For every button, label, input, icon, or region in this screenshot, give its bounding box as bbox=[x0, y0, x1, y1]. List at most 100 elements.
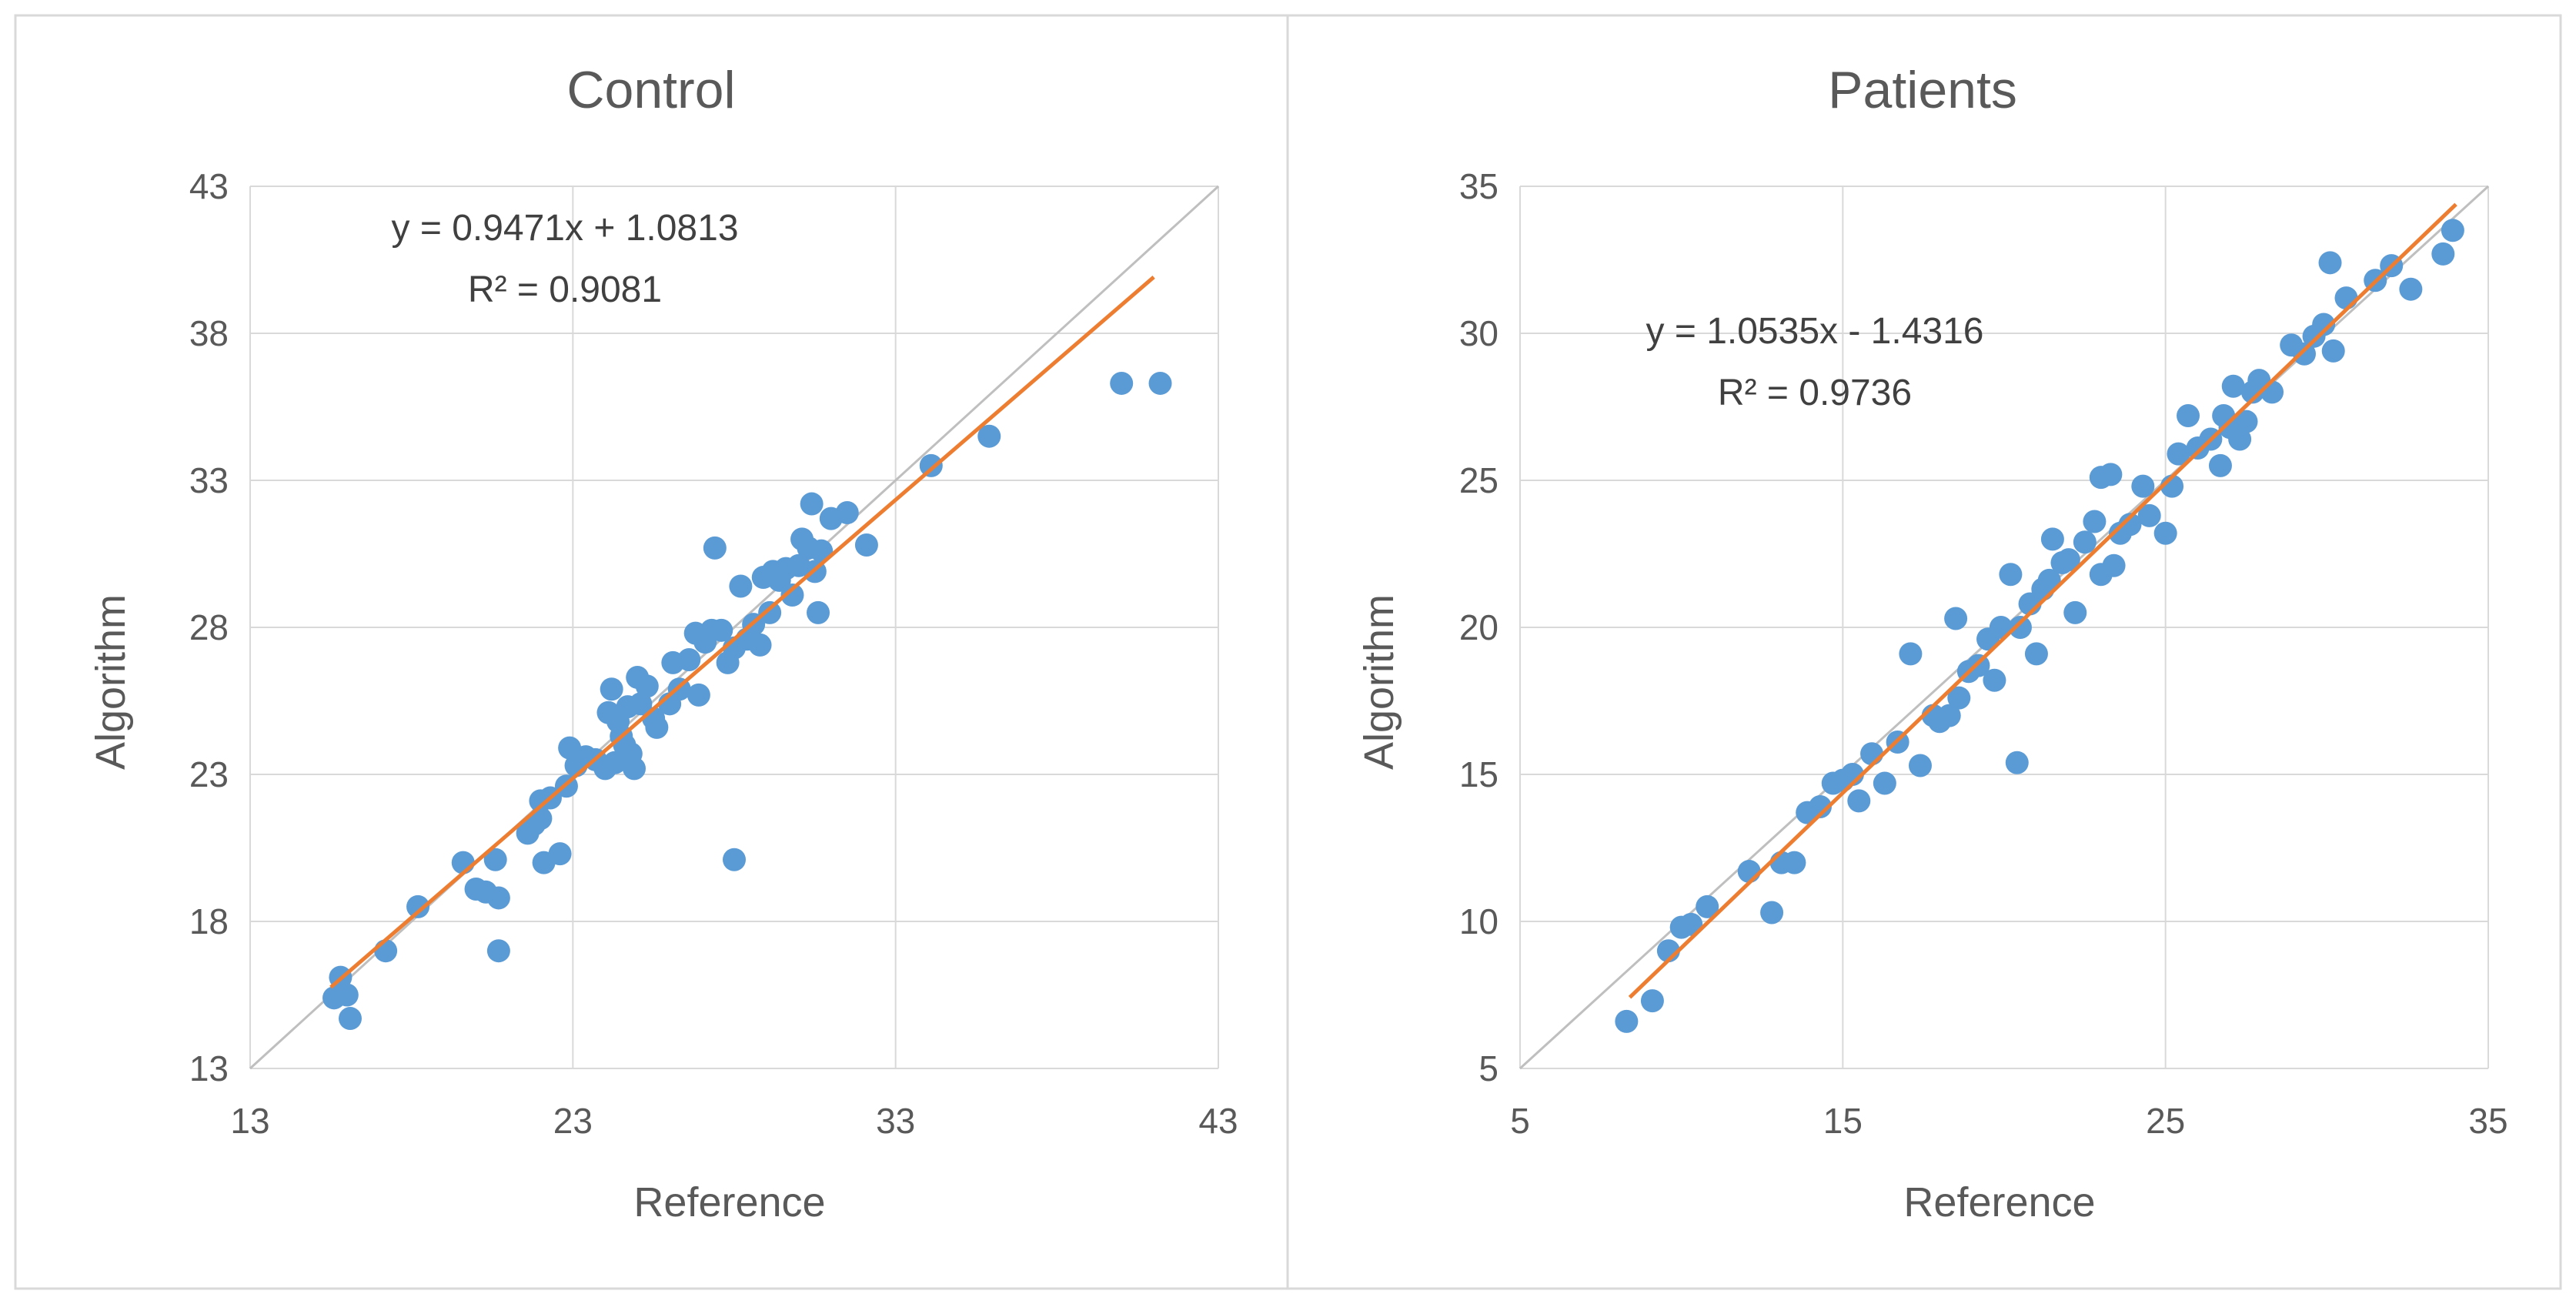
data-point bbox=[483, 848, 507, 871]
y-tick-label: 20 bbox=[1459, 607, 1498, 647]
r-squared-label: R² = 0.9081 bbox=[468, 269, 662, 310]
y-tick-label: 15 bbox=[1459, 754, 1498, 794]
y-tick-label: 18 bbox=[189, 901, 229, 941]
data-point bbox=[2318, 251, 2342, 275]
plot-area: 5 10 15 20 25 30 35 5 15 25 35 bbox=[1459, 166, 2508, 1141]
data-point bbox=[374, 939, 398, 963]
data-point bbox=[1860, 742, 1884, 766]
r-squared-label: R² = 0.9736 bbox=[1718, 373, 1912, 413]
data-point bbox=[2131, 474, 2155, 498]
data-point bbox=[800, 492, 824, 516]
data-point bbox=[1679, 912, 1703, 936]
y-tick-label: 23 bbox=[189, 754, 229, 794]
data-point bbox=[1615, 1009, 1639, 1033]
y-tick-label: 35 bbox=[1459, 166, 1498, 206]
data-point bbox=[548, 842, 572, 866]
data-point bbox=[1983, 668, 2006, 692]
data-point bbox=[2063, 600, 2087, 624]
data-point bbox=[687, 683, 710, 707]
data-point bbox=[835, 501, 859, 525]
data-point bbox=[2083, 510, 2107, 533]
y-axis-title: Algorithm bbox=[88, 594, 134, 770]
data-point bbox=[338, 1007, 362, 1031]
trendline bbox=[1628, 202, 2457, 999]
data-point bbox=[854, 533, 878, 557]
data-point bbox=[710, 618, 733, 642]
data-point bbox=[335, 983, 359, 1007]
data-point bbox=[2321, 339, 2345, 363]
data-point bbox=[1760, 901, 1784, 925]
y-tick-label: 28 bbox=[189, 607, 229, 647]
data-point bbox=[486, 939, 510, 963]
data-point bbox=[1737, 860, 1761, 884]
data-point bbox=[977, 424, 1001, 448]
data-point bbox=[2292, 342, 2316, 366]
data-point bbox=[2260, 380, 2284, 404]
data-point bbox=[2431, 242, 2455, 266]
data-point bbox=[677, 648, 701, 672]
data-point bbox=[2153, 521, 2177, 545]
data-point bbox=[1847, 789, 1871, 813]
data-point bbox=[807, 600, 830, 624]
data-point bbox=[2005, 751, 2029, 774]
y-tick-label: 25 bbox=[1459, 460, 1498, 500]
data-point bbox=[2102, 553, 2126, 577]
regression-equation: y = 1.0535x - 1.4316 bbox=[1646, 311, 1984, 352]
data-point bbox=[919, 453, 943, 477]
data-point bbox=[2137, 503, 2161, 527]
plot-area: 13 18 23 28 33 38 43 13 23 33 43 bbox=[189, 166, 1238, 1141]
x-tick-label: 43 bbox=[1198, 1101, 1238, 1141]
data-point bbox=[2056, 548, 2080, 572]
data-point bbox=[1148, 371, 1172, 395]
y-tick-label: 13 bbox=[189, 1048, 229, 1088]
data-point bbox=[2008, 616, 2032, 639]
data-point bbox=[780, 583, 804, 607]
data-point bbox=[1808, 795, 1832, 819]
data-point bbox=[2399, 277, 2423, 301]
y-axis-title: Algorithm bbox=[1356, 594, 1402, 770]
x-tick-label: 23 bbox=[553, 1101, 593, 1141]
data-point bbox=[2221, 374, 2245, 398]
data-point bbox=[758, 600, 782, 624]
y-tick-label: 10 bbox=[1459, 901, 1498, 941]
data-point bbox=[2334, 286, 2358, 310]
data-point bbox=[2099, 463, 2123, 486]
data-point bbox=[2177, 403, 2200, 427]
y-tick-label: 43 bbox=[189, 166, 229, 206]
data-point bbox=[2024, 642, 2048, 666]
data-point bbox=[1640, 989, 1664, 1013]
regression-equation: y = 0.9471x + 1.0813 bbox=[391, 208, 738, 249]
x-tick-label: 15 bbox=[1823, 1101, 1863, 1141]
x-axis-title: Reference bbox=[1903, 1179, 2095, 1225]
data-point bbox=[703, 536, 727, 560]
control-chart: 13 18 23 28 33 38 43 13 23 33 43 Control Reference… bbox=[88, 61, 1238, 1225]
x-tick-label: 25 bbox=[2146, 1101, 2185, 1141]
data-point bbox=[1696, 894, 1719, 918]
data-point bbox=[2441, 219, 2464, 242]
trendline bbox=[329, 276, 1155, 989]
data-point bbox=[2228, 427, 2252, 451]
chart-title: Control bbox=[566, 61, 735, 119]
data-point bbox=[2037, 568, 2061, 592]
data-point bbox=[1899, 642, 1923, 666]
chart-title: Patients bbox=[1828, 61, 2017, 119]
data-point bbox=[1947, 686, 1971, 710]
data-point bbox=[2073, 530, 2097, 554]
data-point bbox=[2234, 410, 2258, 433]
data-point bbox=[1873, 771, 1896, 795]
data-point bbox=[1908, 754, 1932, 777]
x-tick-label: 35 bbox=[2468, 1101, 2508, 1141]
x-axis-title: Reference bbox=[633, 1179, 825, 1225]
data-point bbox=[1999, 563, 2023, 587]
data-point bbox=[2312, 313, 2336, 336]
data-point bbox=[2118, 513, 2142, 537]
x-tick-label: 5 bbox=[1510, 1101, 1530, 1141]
data-point bbox=[2167, 442, 2190, 466]
x-tick-label: 13 bbox=[230, 1101, 269, 1141]
data-point bbox=[406, 894, 430, 918]
data-point bbox=[623, 757, 647, 781]
data-point bbox=[729, 574, 753, 598]
y-tick-label: 33 bbox=[189, 460, 229, 500]
